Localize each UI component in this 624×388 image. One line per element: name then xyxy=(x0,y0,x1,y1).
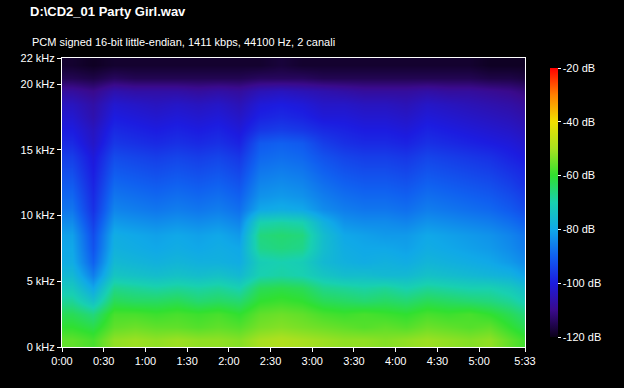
svg-text:0:00: 0:00 xyxy=(51,355,72,367)
svg-text:-100 dB: -100 dB xyxy=(563,277,602,289)
svg-text:22 kHz: 22 kHz xyxy=(21,52,55,64)
svg-text:-120 dB: -120 dB xyxy=(563,331,602,343)
svg-text:20 kHz: 20 kHz xyxy=(21,78,55,90)
svg-text:3:00: 3:00 xyxy=(302,355,323,367)
svg-text:-60 dB: -60 dB xyxy=(563,169,595,181)
svg-text:0 kHz: 0 kHz xyxy=(27,341,55,353)
svg-text:2:00: 2:00 xyxy=(218,355,239,367)
svg-text:PCM signed 16-bit little-endia: PCM signed 16-bit little-endian, 1411 kb… xyxy=(32,36,335,48)
svg-text:5 kHz: 5 kHz xyxy=(27,275,55,287)
svg-text:5:33: 5:33 xyxy=(514,355,535,367)
svg-text:10 kHz: 10 kHz xyxy=(21,209,55,221)
svg-text:4:00: 4:00 xyxy=(385,355,406,367)
svg-text:5:00: 5:00 xyxy=(468,355,489,367)
svg-text:15 kHz: 15 kHz xyxy=(21,144,55,156)
svg-text:1:30: 1:30 xyxy=(176,355,197,367)
svg-text:3:30: 3:30 xyxy=(343,355,364,367)
svg-text:2:30: 2:30 xyxy=(260,355,281,367)
svg-text:1:00: 1:00 xyxy=(135,355,156,367)
svg-text:0:30: 0:30 xyxy=(93,355,114,367)
svg-text:4:30: 4:30 xyxy=(427,355,448,367)
svg-text:-40 dB: -40 dB xyxy=(563,116,595,128)
svg-text:D:\CD2_01 Party Girl.wav: D:\CD2_01 Party Girl.wav xyxy=(30,4,186,19)
svg-text:-20 dB: -20 dB xyxy=(563,62,595,74)
svg-text:-80 dB: -80 dB xyxy=(563,223,595,235)
